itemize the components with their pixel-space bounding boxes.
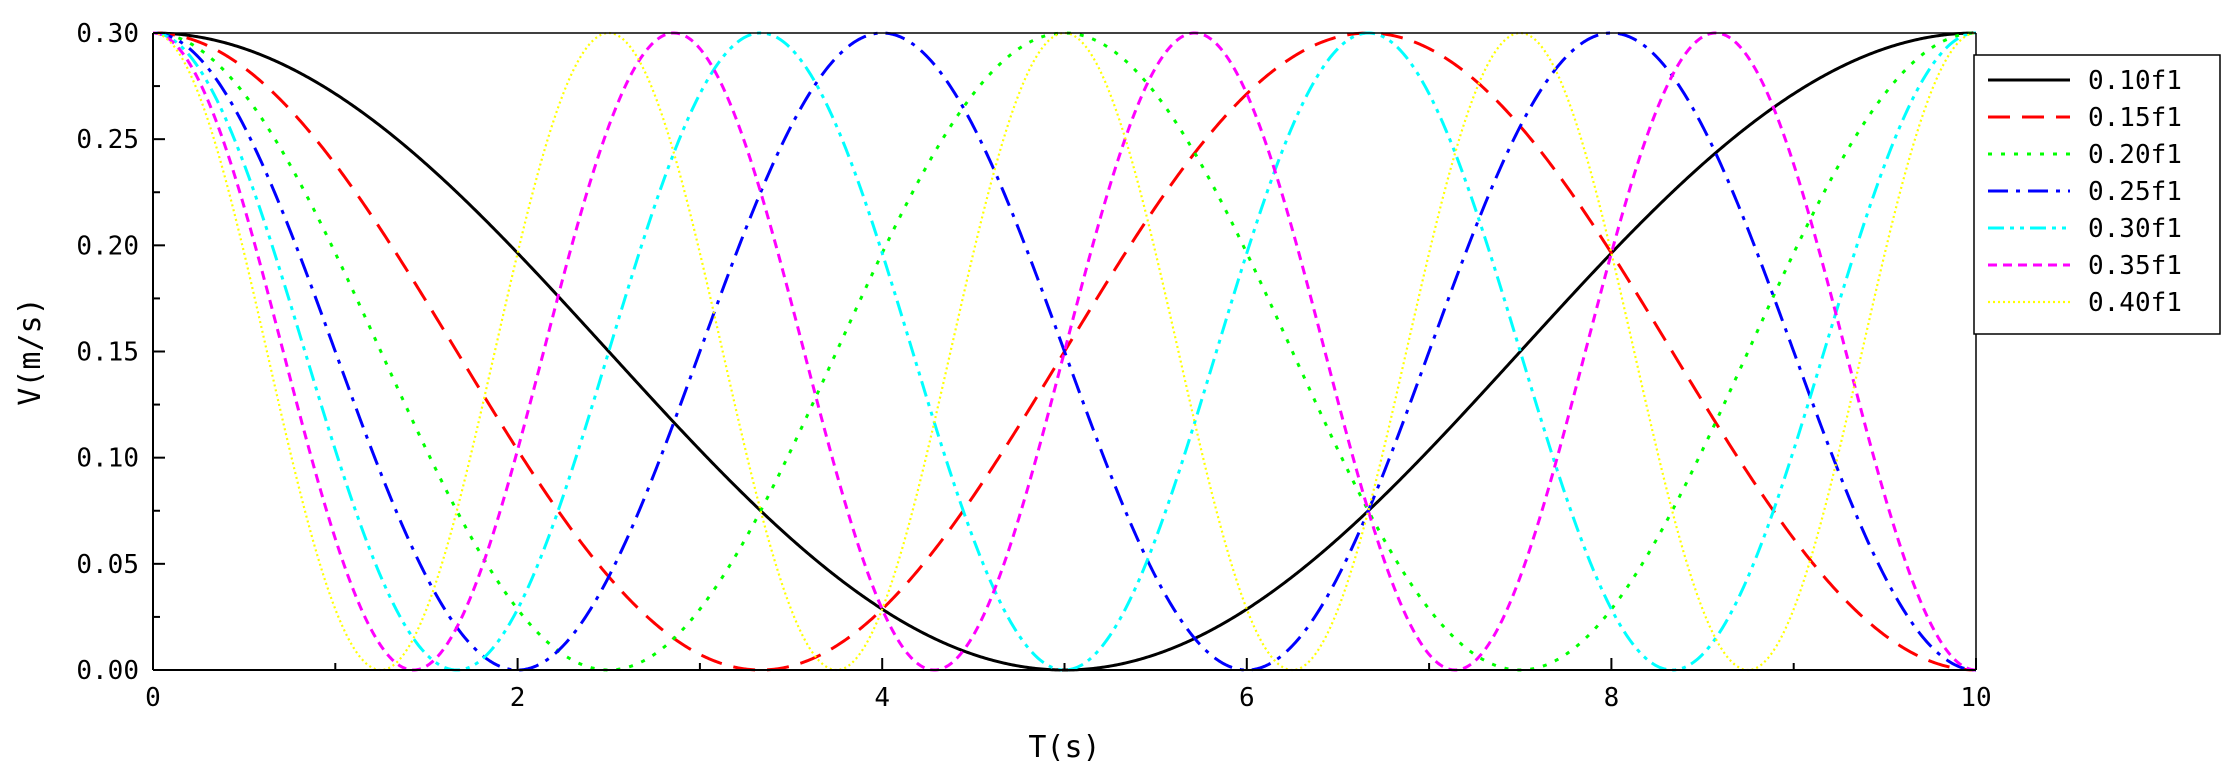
y-tick-label: 0.25 [76, 125, 139, 155]
y-tick-label: 0.30 [76, 19, 139, 49]
x-axis-label: T(s) [1028, 730, 1100, 765]
y-tick-label: 0.00 [76, 656, 139, 686]
x-tick-label: 10 [1960, 683, 1991, 713]
series-line-0-35f1 [153, 31, 1976, 672]
legend: 0.10f1 0.15f1 0.20f1 0.25f1 0.30f1 0.35f1 0.40… [1973, 54, 2221, 335]
legend-box [1973, 54, 2221, 335]
legend-label: 0.15f1 [2088, 103, 2182, 133]
legend-label: 0.25f1 [2088, 177, 2182, 207]
series-line-0-25f1 [153, 31, 1976, 672]
legend-label: 0.20f1 [2088, 140, 2182, 170]
x-tick-label: 6 [1239, 683, 1255, 713]
legend-label: 0.10f1 [2088, 66, 2182, 96]
y-axis-label: V(m/s) [13, 297, 48, 405]
legend-label: 0.35f1 [2088, 251, 2182, 281]
y-tick-label: 0.20 [76, 231, 139, 261]
x-tick-label: 2 [510, 683, 526, 713]
series-layer [153, 31, 1976, 672]
y-tick-label: 0.15 [76, 338, 139, 368]
x-tick-label: 0 [145, 683, 161, 713]
x-tick-label: 8 [1604, 683, 1620, 713]
axes: 0 2 4 6 8 10 0.00 0.05 0.10 0.15 0.20 0.25 0.30 [76, 19, 1991, 713]
x-tick-label: 4 [874, 683, 890, 713]
legend-label: 0.40f1 [2088, 288, 2182, 318]
y-tick-label: 0.10 [76, 444, 139, 474]
y-tick-label: 0.05 [76, 550, 139, 580]
legend-label: 0.30f1 [2088, 214, 2182, 244]
